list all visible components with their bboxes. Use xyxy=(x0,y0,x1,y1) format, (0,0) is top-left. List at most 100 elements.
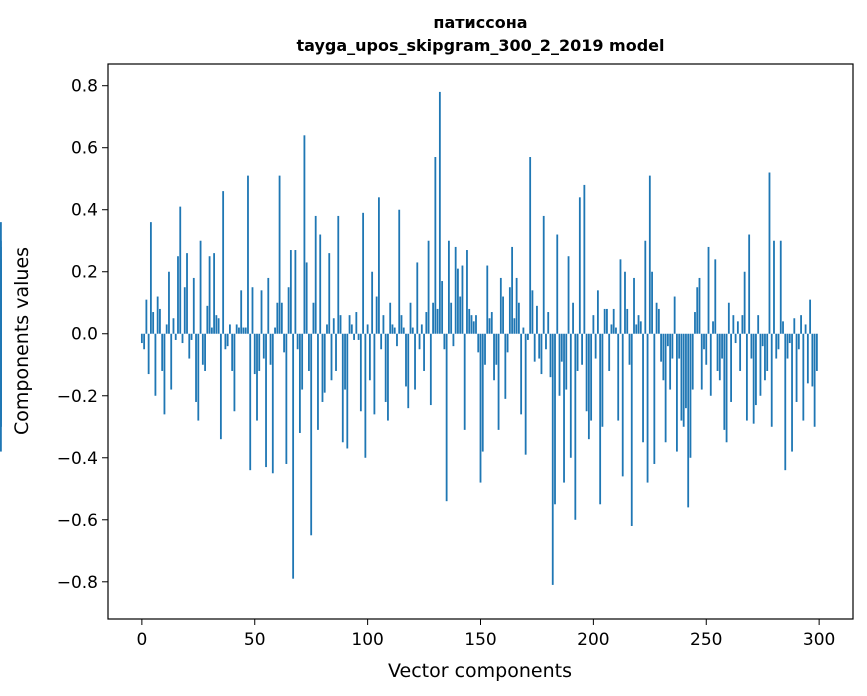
bar xyxy=(393,327,396,334)
bar xyxy=(547,312,550,334)
bar xyxy=(642,333,644,443)
bar xyxy=(303,135,306,334)
bar xyxy=(748,234,751,334)
bar xyxy=(646,333,649,483)
bar xyxy=(793,318,796,334)
bar xyxy=(581,333,583,365)
bar xyxy=(606,308,608,334)
bar xyxy=(217,318,220,334)
bar xyxy=(585,333,588,412)
bar xyxy=(637,315,640,334)
bar xyxy=(520,333,523,415)
bar xyxy=(664,333,667,443)
bar xyxy=(549,333,552,378)
bar xyxy=(797,333,800,350)
bar xyxy=(639,321,642,334)
bar xyxy=(231,333,234,371)
bar xyxy=(305,262,308,334)
bar xyxy=(590,333,593,421)
bar xyxy=(782,321,784,334)
bar xyxy=(301,333,304,390)
bar xyxy=(152,312,155,334)
y-tick-label: 0.8 xyxy=(71,77,98,97)
bar xyxy=(775,333,778,359)
y-tick-label: 0.6 xyxy=(71,139,98,159)
bar xyxy=(226,333,229,347)
bar xyxy=(578,197,581,334)
bar xyxy=(488,318,491,334)
bar xyxy=(195,333,197,402)
bar xyxy=(685,333,687,409)
bar xyxy=(779,240,782,334)
bar xyxy=(258,333,261,371)
bar xyxy=(542,215,545,334)
bar xyxy=(274,327,276,334)
bar xyxy=(739,333,742,371)
bar xyxy=(339,315,342,334)
bar xyxy=(177,256,179,334)
bar xyxy=(323,333,326,393)
bar xyxy=(800,315,802,334)
bar xyxy=(608,333,611,371)
bar xyxy=(414,333,416,390)
bar xyxy=(269,333,272,365)
bar xyxy=(452,333,455,347)
bar xyxy=(538,333,541,359)
bar xyxy=(630,333,633,526)
bar xyxy=(224,333,227,350)
bar xyxy=(517,302,520,334)
bar xyxy=(515,277,518,334)
bar xyxy=(621,333,624,477)
bar xyxy=(215,315,218,334)
bar xyxy=(206,305,209,334)
bar xyxy=(700,333,703,390)
bar xyxy=(791,333,793,452)
bar xyxy=(648,175,651,334)
bar xyxy=(362,212,365,334)
bar xyxy=(802,333,805,421)
bar xyxy=(601,333,604,427)
bar xyxy=(357,333,360,340)
bar xyxy=(346,333,349,449)
bar xyxy=(174,333,177,340)
bar xyxy=(486,265,489,334)
bar xyxy=(750,333,753,359)
bar xyxy=(545,333,547,350)
bar xyxy=(696,287,699,334)
chart-title-line1: патиссона xyxy=(433,13,528,32)
bar xyxy=(587,333,590,440)
bar xyxy=(192,277,195,334)
x-tick-label: 250 xyxy=(690,630,722,650)
bar xyxy=(332,318,335,334)
bar xyxy=(784,333,787,471)
bar xyxy=(317,333,319,430)
bar xyxy=(502,296,504,334)
bar xyxy=(569,333,572,458)
bar xyxy=(524,333,527,455)
bar xyxy=(337,215,340,334)
bar xyxy=(443,333,446,350)
bar xyxy=(280,302,283,334)
bar xyxy=(375,296,378,334)
bar xyxy=(0,333,2,421)
x-tick-label: 50 xyxy=(244,630,266,650)
bar xyxy=(759,333,762,396)
bar xyxy=(574,333,577,520)
x-tick-label: 200 xyxy=(577,630,609,650)
bar xyxy=(260,290,263,334)
bar xyxy=(484,333,486,365)
bar xyxy=(242,327,245,334)
bar xyxy=(612,308,615,334)
bar xyxy=(0,299,2,334)
bar xyxy=(477,333,480,353)
bar xyxy=(384,333,387,402)
bar xyxy=(556,234,559,334)
bar xyxy=(660,333,663,362)
bar xyxy=(222,191,225,334)
bar xyxy=(161,333,164,371)
bar xyxy=(459,296,462,334)
x-tick-label: 100 xyxy=(351,630,383,650)
bar xyxy=(140,333,143,344)
bar xyxy=(596,290,599,334)
bar xyxy=(204,333,206,371)
